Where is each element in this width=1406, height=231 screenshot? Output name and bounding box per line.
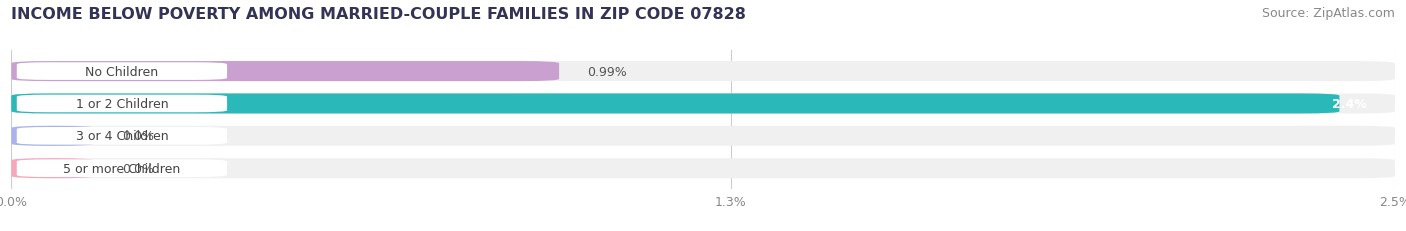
FancyBboxPatch shape	[11, 94, 1340, 114]
Text: 3 or 4 Children: 3 or 4 Children	[76, 130, 169, 143]
Text: 5 or more Children: 5 or more Children	[63, 162, 180, 175]
FancyBboxPatch shape	[17, 95, 228, 113]
FancyBboxPatch shape	[17, 128, 228, 145]
Text: INCOME BELOW POVERTY AMONG MARRIED-COUPLE FAMILIES IN ZIP CODE 07828: INCOME BELOW POVERTY AMONG MARRIED-COUPL…	[11, 7, 747, 22]
Text: 2.4%: 2.4%	[1333, 97, 1367, 110]
FancyBboxPatch shape	[11, 62, 1395, 82]
Text: 0.0%: 0.0%	[122, 130, 153, 143]
Text: No Children: No Children	[86, 65, 159, 78]
Text: 0.0%: 0.0%	[122, 162, 153, 175]
FancyBboxPatch shape	[11, 62, 560, 82]
Text: 1 or 2 Children: 1 or 2 Children	[76, 97, 169, 110]
FancyBboxPatch shape	[11, 158, 1395, 179]
Text: Source: ZipAtlas.com: Source: ZipAtlas.com	[1261, 7, 1395, 20]
FancyBboxPatch shape	[11, 126, 1395, 146]
FancyBboxPatch shape	[17, 160, 228, 177]
FancyBboxPatch shape	[11, 158, 94, 179]
FancyBboxPatch shape	[11, 94, 1395, 114]
FancyBboxPatch shape	[11, 126, 94, 146]
Text: 0.99%: 0.99%	[586, 65, 627, 78]
FancyBboxPatch shape	[17, 63, 228, 81]
